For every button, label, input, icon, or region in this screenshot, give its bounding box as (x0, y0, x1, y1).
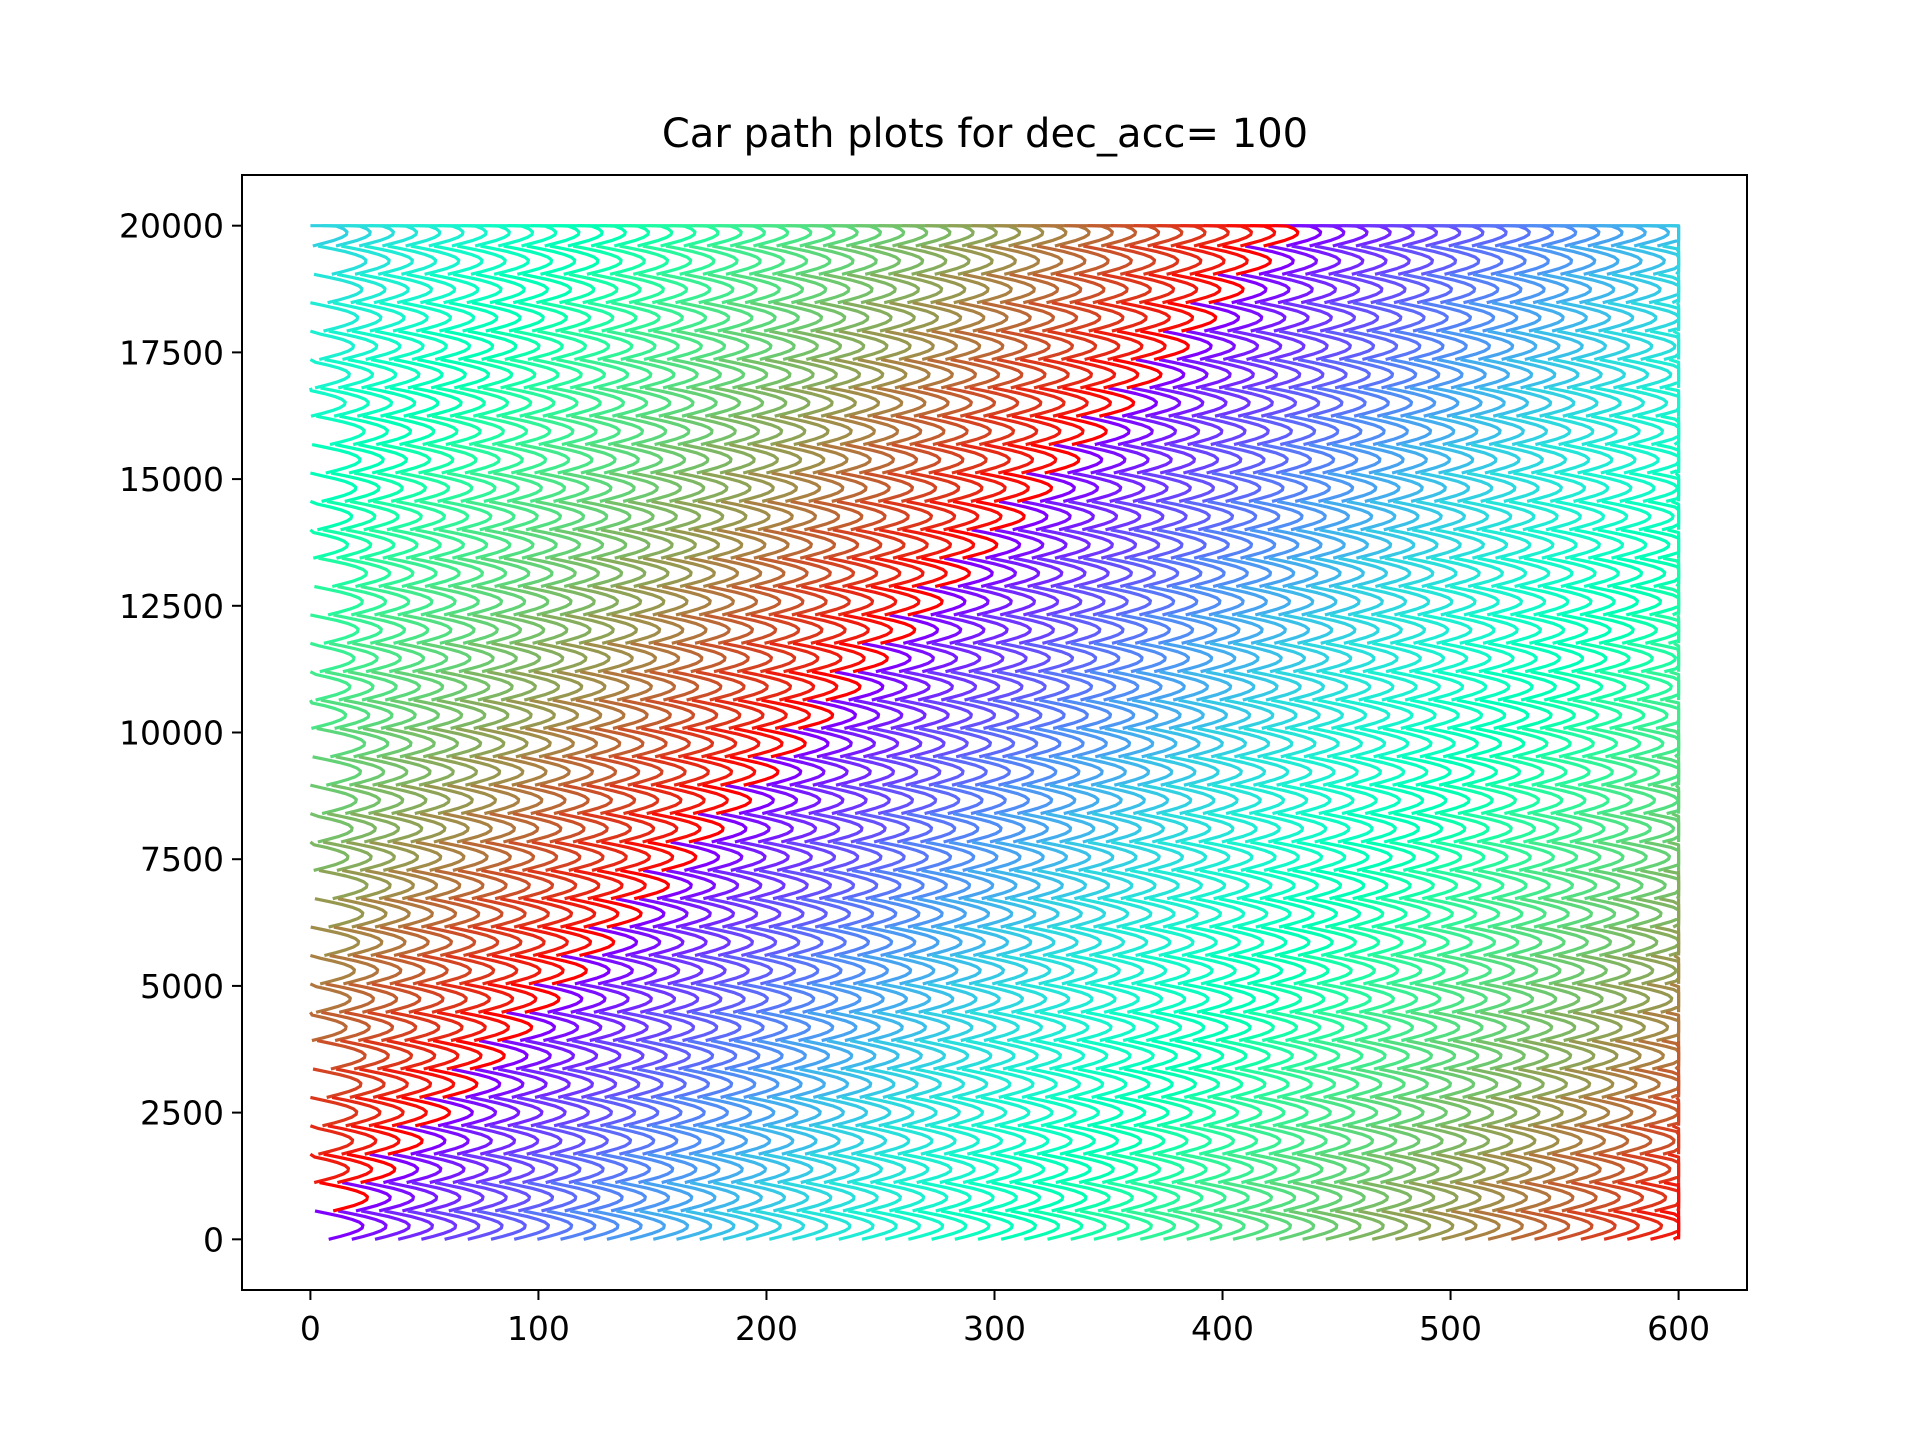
y-tick-label: 17500 (119, 333, 224, 372)
x-tick-label: 600 (1647, 1309, 1710, 1348)
car-path-series (319, 224, 1681, 1240)
y-tick-label: 15000 (119, 460, 224, 499)
car-path-series (309, 224, 1681, 1241)
car-path-series (546, 224, 1555, 1241)
car-path-series (476, 224, 1485, 1241)
car-path-series (311, 224, 1681, 1241)
y-tick-label: 10000 (119, 714, 224, 753)
car-path-series (309, 224, 1681, 1241)
car-path-series (312, 224, 1681, 1241)
car-path-series (309, 224, 1681, 1241)
car-path-series (685, 224, 1681, 1241)
y-tick-label: 20000 (119, 207, 224, 246)
car-path-series (310, 224, 1681, 1241)
car-path-series (318, 224, 1681, 1241)
car-path-series (314, 224, 1681, 1241)
car-path-series (592, 224, 1601, 1241)
car-path-series (453, 224, 1462, 1241)
car-path-series (309, 224, 1681, 1241)
car-path-series (500, 224, 1508, 1241)
x-axis-ticks: 0 100 200 300 400 500 600 (300, 1290, 1710, 1348)
car-path-series (310, 224, 1681, 1241)
car-path-series (310, 224, 1681, 1241)
y-tick-label: 0 (203, 1220, 224, 1259)
chart-title: Car path plots for dec_acc= 100 (662, 111, 1308, 157)
car-path-series (639, 224, 1647, 1241)
car-path-series (310, 224, 1681, 1241)
x-tick-label: 200 (735, 1309, 798, 1348)
y-tick-label: 12500 (119, 587, 224, 626)
car-path-series (322, 224, 1681, 1241)
plot-frame (241, 174, 1748, 1291)
x-tick-label: 400 (1191, 1309, 1254, 1348)
car-path-series (523, 224, 1531, 1241)
car-path-series (309, 224, 1681, 1241)
y-axis-ticks: 0 2500 5000 7500 10000 12500 15000 17500 20000 (119, 207, 242, 1259)
car-path-series (309, 224, 1681, 1241)
car-path-series (322, 224, 1681, 1241)
x-tick-label: 500 (1419, 1309, 1482, 1348)
car-path-series (569, 224, 1578, 1241)
car-path-series (616, 224, 1624, 1241)
y-tick-label: 7500 (140, 840, 224, 879)
car-path-series (407, 224, 1415, 1241)
car-path-series (309, 224, 1681, 1241)
car-path-series (318, 224, 1681, 1241)
x-tick-label: 100 (507, 1309, 570, 1348)
car-path-series (309, 224, 1681, 1241)
series-group (308, 224, 1681, 1241)
car-path-series (312, 224, 1681, 1241)
car-path-series (384, 224, 1392, 1241)
car-path-series (430, 224, 1439, 1241)
car-path-series (313, 224, 1681, 1241)
car-path-series (360, 224, 1369, 1241)
car-path-series (309, 224, 1681, 1241)
car-path-series (315, 224, 1681, 1241)
car-path-series (316, 224, 1681, 1241)
car-path-series (662, 224, 1670, 1241)
car-path-series (320, 224, 1681, 1241)
y-tick-label: 2500 (140, 1094, 224, 1133)
car-path-series (314, 224, 1323, 1241)
x-tick-label: 0 (300, 1309, 321, 1348)
car-path-series (708, 224, 1681, 1241)
y-tick-label: 5000 (140, 967, 224, 1006)
car-path-series (337, 224, 1346, 1241)
x-tick-label: 300 (963, 1309, 1026, 1348)
car-path-series (310, 224, 1681, 1241)
